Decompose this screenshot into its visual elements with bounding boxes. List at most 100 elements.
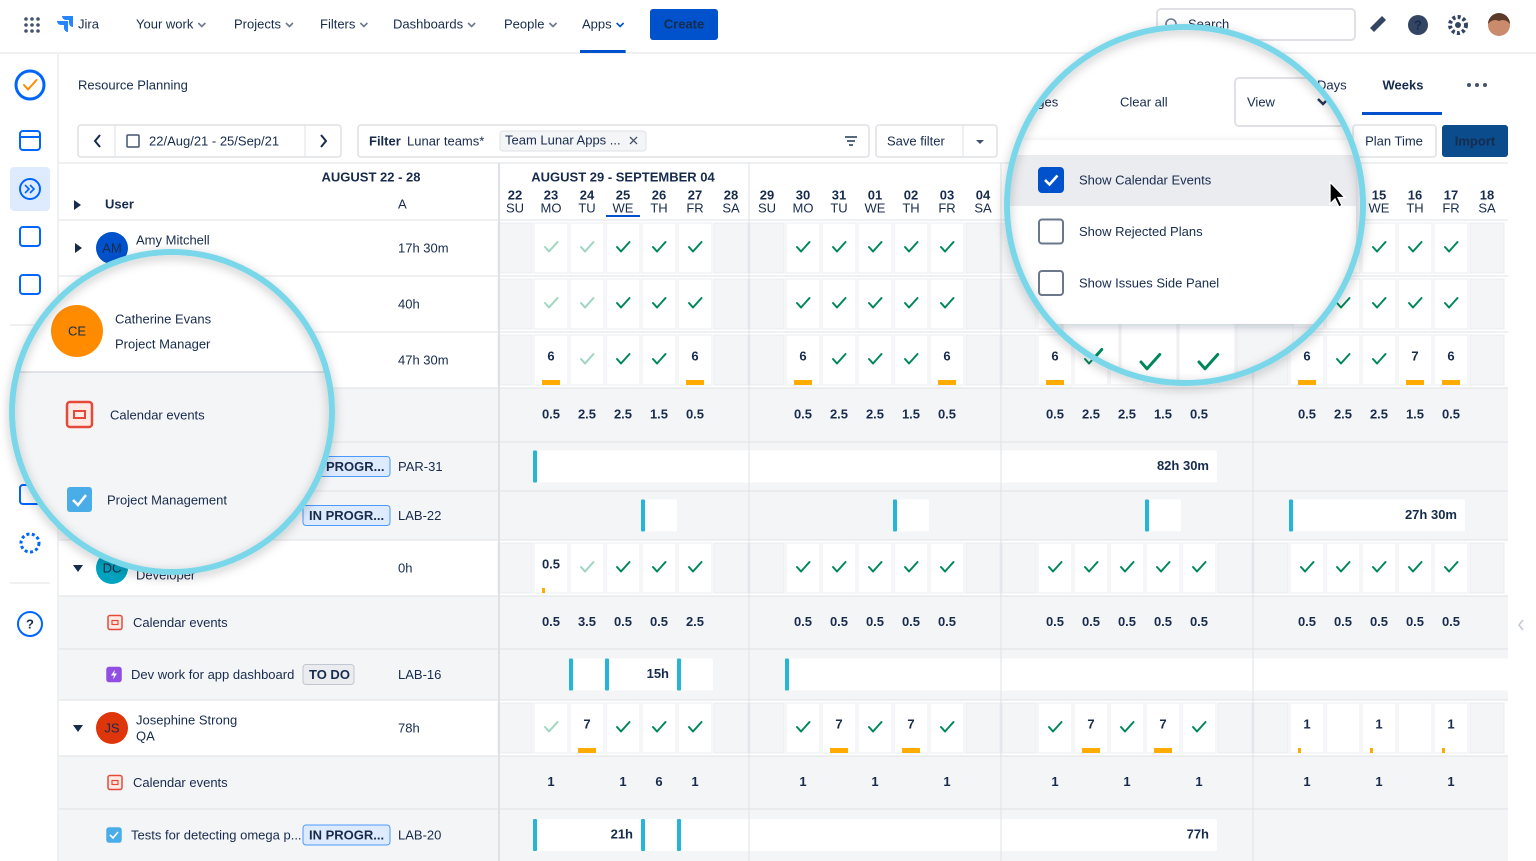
nav-item[interactable]: People bbox=[504, 16, 544, 31]
day-cell bbox=[533, 334, 569, 386]
check-icon bbox=[904, 241, 919, 253]
settings-icon[interactable] bbox=[1448, 15, 1468, 35]
plan-bar[interactable] bbox=[569, 658, 605, 691]
plan-bar[interactable] bbox=[677, 819, 1217, 851]
cell-value: 2.5 bbox=[686, 614, 704, 629]
help-icon[interactable] bbox=[1408, 15, 1428, 35]
cell-value: 0.5 bbox=[866, 614, 884, 629]
zoom-task-label: Project Management bbox=[107, 492, 227, 507]
check-icon bbox=[796, 721, 811, 733]
plan-bar[interactable] bbox=[533, 450, 1217, 483]
days-tab[interactable]: Days bbox=[1317, 77, 1347, 92]
filter-value: Lunar teams* bbox=[407, 133, 484, 148]
check-icon bbox=[652, 561, 667, 573]
active-underline bbox=[580, 50, 626, 53]
cell-value: 0.5 bbox=[614, 614, 632, 629]
user-role: QA bbox=[136, 728, 155, 743]
logo-text: Jira bbox=[78, 16, 100, 31]
option-checkbox[interactable] bbox=[1038, 270, 1064, 296]
notification-icon[interactable] bbox=[1370, 16, 1386, 32]
cell-value: 7 bbox=[583, 716, 590, 731]
jira-logo-icon bbox=[57, 16, 73, 32]
calendar-nav-icon[interactable] bbox=[19, 130, 41, 151]
day-cell bbox=[965, 702, 1001, 754]
day-of-week: SA bbox=[1478, 200, 1496, 215]
check-icon bbox=[1084, 561, 1099, 573]
magnifier-ring bbox=[9, 249, 335, 575]
check-icon bbox=[688, 241, 703, 253]
day-cell bbox=[677, 334, 713, 386]
expand-toggle[interactable] bbox=[73, 565, 83, 572]
row-label: Calendar events bbox=[133, 775, 228, 790]
next-arrow[interactable] bbox=[320, 134, 328, 148]
option-label[interactable]: Show Calendar Events bbox=[1079, 172, 1212, 187]
plan-bar-edge bbox=[785, 658, 789, 691]
cell-value: 6 bbox=[691, 348, 698, 363]
plan-bar[interactable] bbox=[677, 658, 713, 691]
settings-nav-icon[interactable] bbox=[19, 532, 41, 554]
import-button[interactable] bbox=[1442, 125, 1508, 157]
plan-bar-edge bbox=[641, 819, 645, 851]
timeline-nav-icon[interactable] bbox=[19, 178, 41, 200]
nav-item[interactable]: Your work bbox=[136, 16, 194, 31]
nav-item[interactable]: Dashboards bbox=[393, 16, 464, 31]
option-checkbox[interactable] bbox=[1038, 167, 1064, 193]
expand-toggle[interactable] bbox=[73, 725, 83, 732]
header-expand[interactable] bbox=[74, 200, 81, 210]
day-cell bbox=[929, 334, 965, 386]
day-number: 15 bbox=[1372, 187, 1386, 202]
day-of-week: SU bbox=[506, 200, 524, 215]
cell-value: 2.5 bbox=[1082, 406, 1100, 421]
app-switcher-dot bbox=[24, 29, 28, 33]
day-number: 22 bbox=[508, 187, 522, 202]
day-cell bbox=[965, 542, 1001, 594]
cell-value: 0.5 bbox=[1046, 406, 1064, 421]
plan-bar-label: 27h 30m bbox=[1405, 507, 1457, 522]
user-total: 47h 30m bbox=[398, 352, 449, 367]
day-of-week: TU bbox=[830, 200, 847, 215]
cell-value: 6 bbox=[1447, 348, 1454, 363]
weeks-tab[interactable]: Weeks bbox=[1383, 77, 1424, 92]
report-nav-icon[interactable] bbox=[19, 274, 41, 295]
folder-nav-icon[interactable] bbox=[19, 226, 41, 247]
plan-bar-label: 15h bbox=[647, 666, 669, 681]
option-label[interactable]: Show Issues Side Panel bbox=[1079, 275, 1219, 290]
create-button[interactable] bbox=[650, 9, 718, 40]
plan-bar-edge bbox=[533, 450, 537, 483]
prev-arrow[interactable] bbox=[93, 134, 101, 148]
cell-value: 0.5 bbox=[1298, 614, 1316, 629]
weeks-underline bbox=[1362, 112, 1442, 115]
plan-bar[interactable] bbox=[641, 499, 677, 532]
option-checkbox[interactable] bbox=[1038, 218, 1064, 245]
check-icon bbox=[544, 241, 559, 253]
save-filter-box[interactable] bbox=[875, 124, 998, 158]
plan-bar-edge bbox=[569, 658, 573, 691]
cell-value: 0.5 bbox=[1442, 614, 1460, 629]
plan-bar-edge bbox=[893, 499, 897, 532]
check-icon bbox=[832, 561, 847, 573]
cell-value: 0.5 bbox=[938, 406, 956, 421]
nav-item[interactable]: Apps bbox=[582, 16, 612, 31]
plan-bar[interactable] bbox=[605, 658, 677, 691]
plan-bar[interactable] bbox=[1145, 499, 1181, 532]
plan-bar[interactable] bbox=[1289, 499, 1465, 532]
nav-item[interactable]: Projects bbox=[234, 16, 281, 31]
zoom-clear-all[interactable]: Clear all bbox=[1120, 94, 1168, 109]
nav-item[interactable]: Filters bbox=[320, 16, 356, 31]
plan-bar[interactable] bbox=[641, 819, 677, 851]
app-logo bbox=[14, 69, 46, 101]
plan-bar[interactable] bbox=[893, 499, 929, 532]
plan-bar[interactable] bbox=[785, 658, 1510, 691]
expand-toggle[interactable] bbox=[75, 243, 82, 253]
day-number: 03 bbox=[940, 187, 954, 202]
plan-bar[interactable] bbox=[533, 819, 641, 851]
app-switcher-dot bbox=[36, 23, 40, 27]
cell-value: 0.5 bbox=[542, 614, 560, 629]
page-title: Resource Planning bbox=[78, 77, 188, 92]
help-nav-icon[interactable] bbox=[17, 611, 43, 637]
option-label[interactable]: Show Rejected Plans bbox=[1079, 224, 1203, 239]
chip-remove[interactable] bbox=[629, 136, 638, 145]
day-of-week: TH bbox=[902, 200, 919, 215]
app-switcher-dot bbox=[30, 29, 34, 33]
collapse-arrow[interactable] bbox=[1518, 619, 1524, 631]
